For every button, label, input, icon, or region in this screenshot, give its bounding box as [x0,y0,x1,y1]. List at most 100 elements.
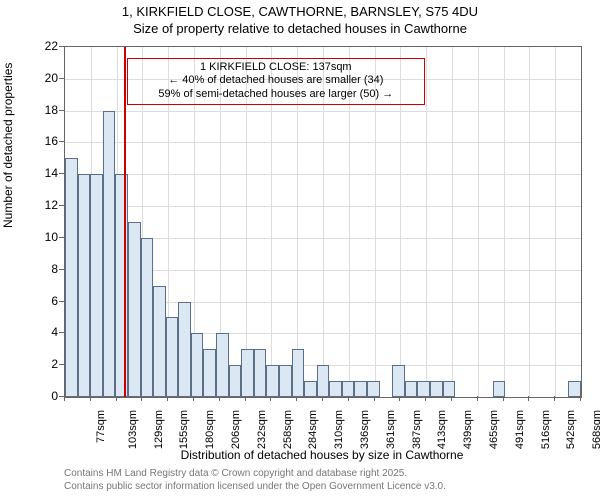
histogram-bar [141,238,154,397]
histogram-bar [292,349,305,397]
xtick-mark [503,396,504,401]
xtick-label: 284sqm [308,410,320,449]
xtick-mark [528,396,529,401]
xtick-mark [219,396,220,401]
ytick-mark [59,364,64,365]
gridline-v [529,47,530,397]
histogram-bar [443,381,456,397]
ytick-label: 6 [34,294,58,308]
ytick-mark [59,173,64,174]
ytick-mark [59,110,64,111]
ytick-mark [59,269,64,270]
histogram-bar [90,174,103,397]
ytick-mark [59,78,64,79]
histogram-bar [304,381,317,397]
xtick-label: 387sqm [411,410,423,449]
xtick-mark [90,396,91,401]
title-line-2: Size of property relative to detached ho… [0,21,600,38]
xtick-mark [374,396,375,401]
ytick-label: 20 [34,71,58,85]
xtick-label: 180sqm [204,410,216,449]
histogram-bar [342,381,355,397]
gridline-v [555,47,556,397]
xtick-mark [296,396,297,401]
histogram-bar [329,381,342,397]
footer-line-2: Contains public sector information licen… [64,481,446,494]
histogram-bar [241,349,254,397]
gridline-v [504,47,505,397]
histogram-bar [568,381,581,397]
xtick-label: 336sqm [359,410,371,449]
histogram-bar [430,381,443,397]
annotation-box: 1 KIRKFIELD CLOSE: 137sqm← 40% of detach… [127,58,425,105]
xtick-label: 361sqm [385,410,397,449]
xtick-mark [477,396,478,401]
xtick-label: 310sqm [333,410,345,449]
xtick-mark [451,396,452,401]
histogram-bar [493,381,506,397]
xtick-label: 206sqm [230,410,242,449]
histogram-bar [417,381,430,397]
xtick-mark [554,396,555,401]
ytick-mark [59,301,64,302]
gridline-v [426,47,427,397]
ytick-label: 0 [34,389,58,403]
xtick-label: 77sqm [95,410,107,443]
ytick-mark [59,237,64,238]
histogram-bar [392,365,405,397]
annotation-line: 59% of semi-detached houses are larger (… [134,88,418,102]
histogram-bar [103,111,116,397]
annotation-line: 1 KIRKFIELD CLOSE: 137sqm [134,61,418,75]
xtick-mark [348,396,349,401]
histogram-bar [78,174,91,397]
xtick-mark [425,396,426,401]
plot-area: 1 KIRKFIELD CLOSE: 137sqm← 40% of detach… [64,46,582,398]
xtick-mark [245,396,246,401]
ytick-label: 22 [34,39,58,53]
histogram-bar [254,349,267,397]
gridline-v [452,47,453,397]
xtick-label: 413sqm [437,410,449,449]
ytick-label: 2 [34,357,58,371]
ytick-label: 4 [34,325,58,339]
chart-container: { "title_line1": "1, KIRKFIELD CLOSE, CA… [0,0,600,500]
xtick-mark [141,396,142,401]
histogram-bar [266,365,279,397]
x-axis-label: Distribution of detached houses by size … [64,448,580,462]
histogram-bar [153,286,166,397]
histogram-bar [128,222,141,397]
histogram-bar [65,158,78,397]
histogram-bar [166,317,179,397]
ytick-mark [59,205,64,206]
xtick-label: 155sqm [179,410,191,449]
xtick-label: 542sqm [566,410,578,449]
footer-line-1: Contains HM Land Registry data © Crown c… [64,468,446,481]
histogram-bar [203,349,216,397]
xtick-label: 516sqm [540,410,552,449]
xtick-label: 491sqm [514,410,526,449]
reference-line [124,47,126,397]
histogram-bar [367,381,380,397]
ytick-label: 8 [34,262,58,276]
xtick-label: 258sqm [282,410,294,449]
histogram-bar [229,365,242,397]
xtick-mark [322,396,323,401]
xtick-label: 465sqm [488,410,500,449]
chart-title: 1, KIRKFIELD CLOSE, CAWTHORNE, BARNSLEY,… [0,0,600,38]
xtick-label: 232sqm [256,410,268,449]
ytick-mark [59,141,64,142]
histogram-bar [178,302,191,397]
xtick-label: 103sqm [127,410,139,449]
ytick-label: 18 [34,103,58,117]
xtick-label: 129sqm [153,410,165,449]
annotation-line: ← 40% of detached houses are smaller (34… [134,74,418,88]
xtick-label: 568sqm [591,410,600,449]
xtick-mark [270,396,271,401]
xtick-mark [64,396,65,401]
xtick-mark [580,396,581,401]
ytick-label: 16 [34,134,58,148]
histogram-bar [405,381,418,397]
xtick-mark [167,396,168,401]
xtick-mark [399,396,400,401]
title-line-1: 1, KIRKFIELD CLOSE, CAWTHORNE, BARNSLEY,… [0,4,600,21]
